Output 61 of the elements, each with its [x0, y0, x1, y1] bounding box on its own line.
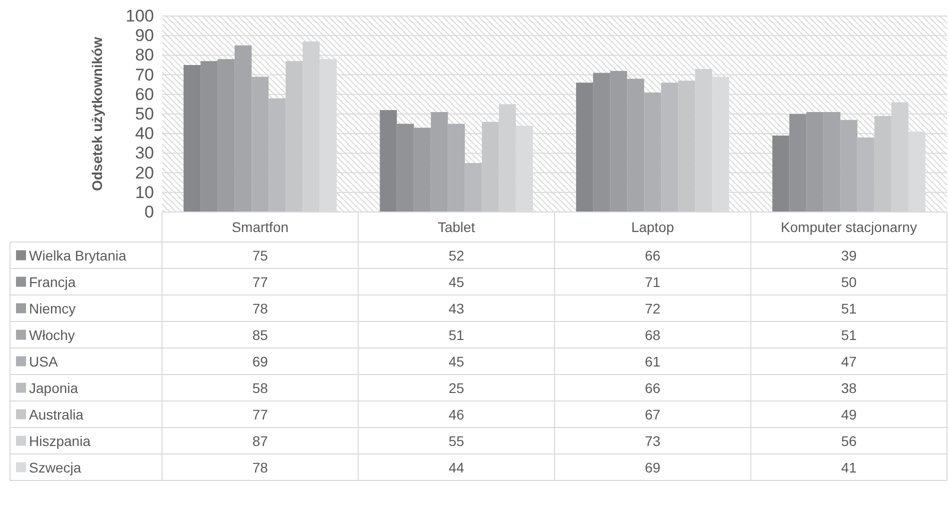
data-label: 39	[841, 247, 857, 264]
data-label: 69	[252, 353, 268, 370]
data-label: 61	[644, 353, 661, 370]
data-label: 45	[448, 353, 464, 370]
data-label: 73	[644, 432, 661, 449]
y-tick-label: 30	[135, 144, 154, 163]
y-tick-label: 0	[144, 202, 154, 222]
x-tick-label: Laptop	[631, 219, 674, 235]
data-label: 55	[448, 432, 464, 449]
data-label: 46	[448, 406, 464, 422]
data-label: 52	[448, 247, 464, 264]
data-label: 71	[644, 274, 661, 290]
y-axis-title: Odsetek użytkowników	[89, 36, 105, 192]
data-label: 66	[644, 380, 661, 396]
data-label: 43	[448, 300, 464, 316]
x-tick-label: Smartfon	[232, 219, 289, 235]
y-tick-label: 10	[135, 182, 154, 202]
y-tick-label: 20	[135, 163, 154, 182]
data-label: 38	[841, 380, 857, 396]
data-label: 49	[841, 406, 857, 422]
data-label: 47	[841, 353, 857, 370]
y-tick-label: 40	[135, 124, 154, 144]
data-label: 77	[252, 406, 268, 422]
legend-label: Japonia	[29, 380, 78, 396]
legend-label: Niemcy	[29, 300, 76, 316]
legend-label: Australia	[29, 406, 84, 422]
data-label: 44	[448, 459, 464, 476]
x-tick-label: Komputer stacjonarny	[780, 219, 917, 235]
data-label: 51	[448, 326, 464, 343]
x-tick-label: Tablet	[438, 219, 476, 235]
y-tick-label: 70	[135, 65, 154, 84]
data-label: 51	[841, 326, 857, 343]
y-tick-label: 50	[135, 104, 154, 124]
data-label: 66	[644, 247, 661, 264]
y-tick-label: 90	[135, 26, 154, 46]
data-label: 45	[448, 274, 464, 290]
data-label: 68	[644, 326, 661, 343]
data-label: 85	[252, 326, 268, 343]
data-label: 72	[644, 300, 661, 316]
data-label: 69	[644, 459, 661, 476]
legend-label: Francja	[29, 274, 76, 290]
y-tick-label: 60	[135, 84, 154, 104]
y-tick-label: 100	[126, 6, 154, 26]
data-label: 41	[841, 459, 857, 476]
data-label: 77	[252, 274, 268, 290]
data-label: 50	[841, 274, 857, 290]
data-label: 56	[841, 432, 857, 449]
data-label: 51	[841, 300, 857, 316]
data-label: 58	[252, 380, 268, 396]
legend-label: Hiszpania	[29, 432, 91, 449]
data-label: 25	[448, 380, 464, 396]
legend-label: Szwecja	[29, 459, 82, 476]
data-label: 75	[252, 247, 268, 264]
data-label: 78	[252, 300, 268, 316]
data-label: 67	[644, 406, 661, 422]
data-label: 78	[252, 459, 268, 476]
legend-label: USA	[29, 353, 58, 370]
y-tick-label: 80	[135, 46, 154, 65]
legend-label: Wielka Brytania	[29, 247, 126, 264]
legend-label: Włochy	[29, 326, 75, 343]
data-label: 87	[252, 432, 268, 449]
